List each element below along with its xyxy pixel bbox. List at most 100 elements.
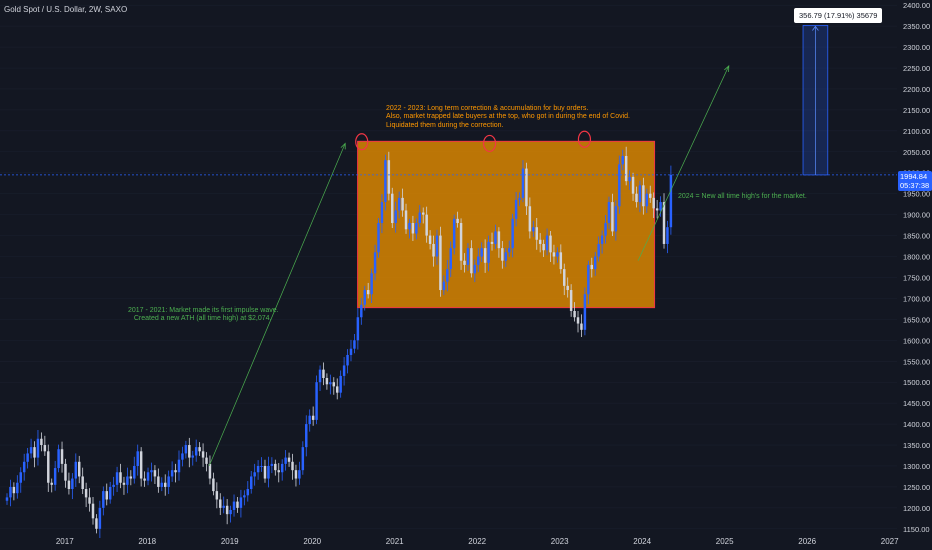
drawing-overlay (208, 25, 829, 467)
candle-body (487, 241, 490, 263)
correction-rectangle (357, 140, 656, 309)
candle-body (243, 495, 246, 498)
x-tick-label: 2027 (881, 537, 899, 546)
candle-body (188, 445, 191, 458)
x-tick-label: 2022 (468, 537, 486, 546)
candle-body (249, 476, 253, 490)
candle-body (569, 290, 573, 311)
y-tick-label: 2300.00 (903, 43, 930, 52)
candle-body (274, 463, 277, 471)
y-tick-label: 1750.00 (903, 273, 930, 282)
candle-body (225, 505, 229, 515)
candle-body (587, 264, 590, 295)
symbol-title: Gold Spot / U.S. Dollar, 2W, SAXO (4, 5, 128, 14)
y-tick-label: 1150.00 (903, 525, 930, 534)
candle-body (157, 476, 160, 487)
candle-body (666, 227, 669, 244)
candle-body (538, 239, 542, 244)
annotation-ath-2024: 2024 = New all time high's for the marke… (678, 193, 807, 200)
y-tick-label: 2350.00 (903, 22, 930, 31)
candle-body (525, 168, 528, 207)
annotation-correction: 2022 - 2023: Long term correction & accu… (386, 105, 630, 129)
candle-body (12, 486, 16, 494)
candle-body (126, 476, 129, 485)
candle-body (77, 461, 81, 477)
candle-body (624, 155, 628, 182)
high-circle (482, 134, 497, 153)
candle-body (115, 472, 119, 485)
candle-body (391, 193, 394, 224)
candle-body (604, 223, 607, 236)
candle-body (452, 218, 456, 249)
candle-body (528, 206, 532, 232)
candle-body (119, 472, 122, 483)
candle-body (428, 235, 432, 244)
candle-body (421, 212, 425, 215)
candle-body (318, 369, 322, 383)
candle-body (329, 382, 332, 385)
candle-body (635, 193, 638, 203)
y-tick-label: 1650.00 (903, 315, 930, 324)
candle-body (81, 476, 84, 490)
candle-body (559, 252, 563, 270)
candle-body (198, 447, 201, 452)
candle-body (611, 202, 614, 232)
candle-body (219, 499, 222, 508)
candle-body (229, 509, 232, 515)
candle-body (277, 470, 280, 473)
y-tick-label: 1350.00 (903, 441, 930, 450)
candle-body (212, 478, 215, 492)
candle-body (322, 369, 325, 379)
y-tick-label: 1850.00 (903, 232, 930, 241)
candle-body (411, 223, 415, 234)
candle-body (47, 451, 50, 483)
candle-body (556, 252, 559, 257)
candle-body (239, 497, 243, 508)
candle-body (642, 185, 645, 207)
candle-body (549, 235, 552, 253)
candle-body (236, 501, 239, 508)
candle-body (222, 505, 225, 508)
x-tick-label: 2024 (633, 537, 651, 546)
x-tick-label: 2020 (303, 537, 321, 546)
y-tick-label: 1900.00 (903, 211, 930, 220)
candle-body (480, 248, 483, 257)
y-tick-label: 2250.00 (903, 64, 930, 73)
candle-body (33, 447, 36, 458)
candle-body (408, 223, 411, 230)
candle-body (535, 227, 538, 240)
candle-body (511, 218, 514, 249)
candle-body (466, 248, 470, 265)
candle-body (504, 252, 508, 261)
candle-body (628, 176, 631, 182)
candle-body (342, 365, 346, 376)
candle-body (449, 248, 452, 270)
candle-body (112, 484, 115, 487)
candle-body (597, 243, 600, 257)
y-tick-label: 1250.00 (903, 483, 930, 492)
candle-body (655, 208, 659, 211)
candle-body (566, 285, 569, 291)
candle-body (57, 449, 60, 469)
candle-body (363, 290, 366, 305)
high-circle (355, 133, 369, 151)
candle-body (256, 465, 260, 473)
candle-body (397, 197, 401, 211)
y-tick-label: 2400.00 (903, 1, 930, 10)
candle-body (490, 241, 494, 244)
candle-body (507, 248, 511, 253)
candle-body (143, 478, 146, 481)
countdown: 05:37:38 (900, 181, 930, 190)
candle-body (432, 243, 435, 257)
y-tick-label: 1950.00 (903, 190, 930, 199)
candle-body (356, 317, 360, 341)
candle-body (129, 476, 133, 479)
y-tick-label: 1800.00 (903, 253, 930, 262)
candle-body (353, 340, 356, 349)
candle-body (177, 459, 181, 473)
candle-body (483, 248, 487, 263)
candle-body (380, 202, 384, 224)
candle-body (652, 197, 655, 209)
candle-body (122, 482, 126, 485)
